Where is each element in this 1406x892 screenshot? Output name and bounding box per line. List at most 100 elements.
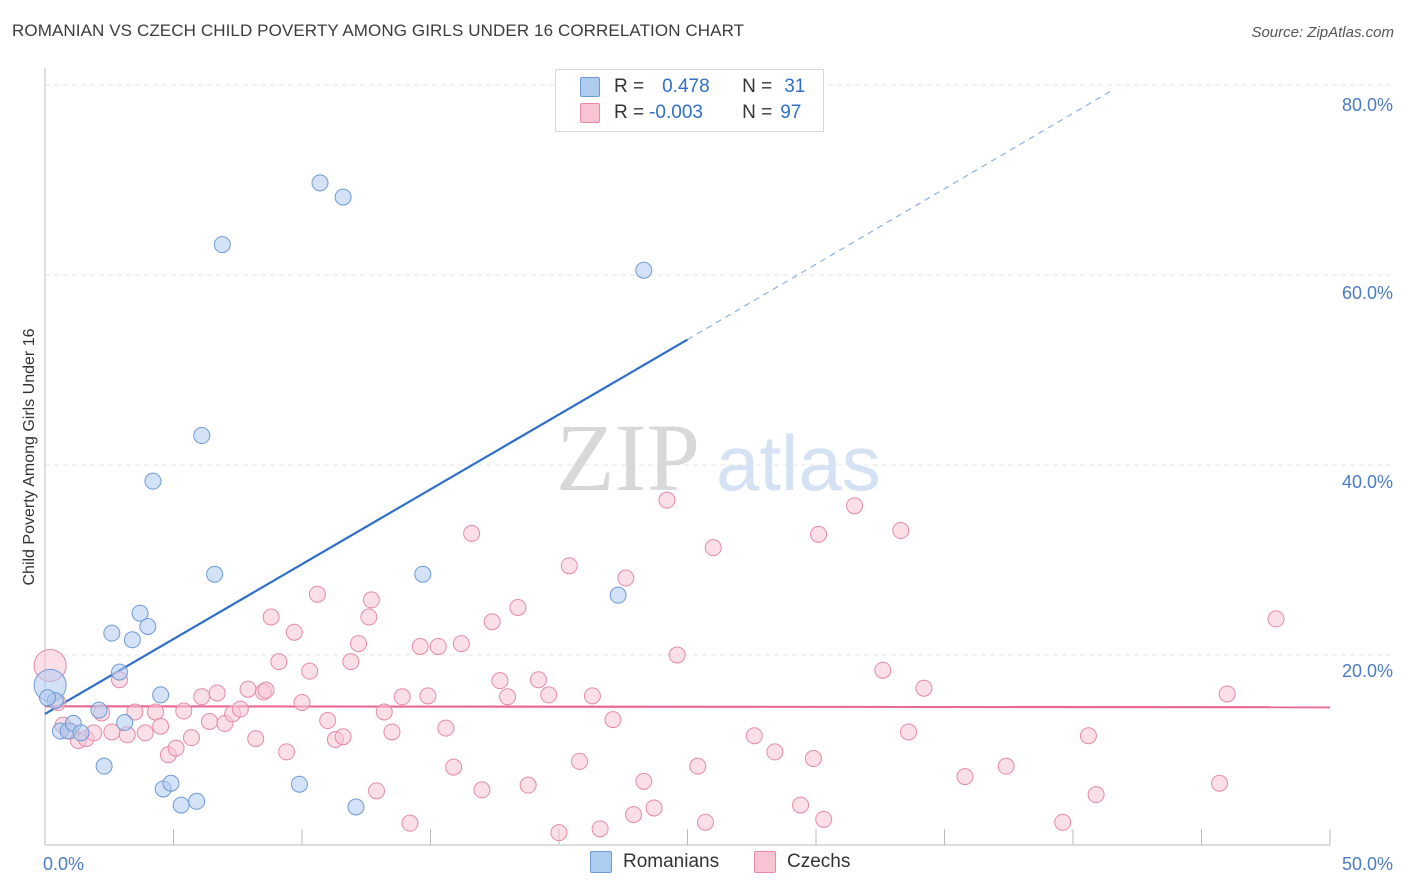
r-value: -0.003 [649,102,703,123]
point-czechs [792,796,810,814]
point-czechs [892,522,910,540]
point-czechs [463,524,481,542]
point-czechs [262,608,280,626]
scatter-points [33,174,1285,842]
n-value: 97 [780,102,802,123]
watermark-zip: ZIP [556,404,700,511]
y-tick-label: 60.0% [1342,283,1393,303]
point-czechs [617,569,635,587]
point-czechs [147,703,165,721]
point-czechs [319,712,337,730]
legend-label-romanians: Romanians [623,851,720,872]
point-czechs [766,743,784,761]
legend-row-romanians: R = 0.478 N = 31 [580,75,805,99]
point-czechs [419,687,437,705]
point-czechs [368,782,386,800]
point-czechs [401,814,419,832]
point-czechs [1054,813,1072,831]
point-romanians [131,604,149,622]
axes [44,68,1331,846]
point-czechs [360,608,378,626]
point-czechs [293,694,311,711]
point-czechs [499,688,517,706]
trend-extension-romanians [687,90,1112,341]
point-romanians [188,792,206,810]
point-romanians [162,774,180,792]
point-czechs [437,719,455,737]
point-czechs [383,723,401,741]
y-tick-label: 80.0% [1342,95,1393,115]
point-czechs [445,758,463,776]
point-czechs [491,672,509,690]
point-romanians [139,618,157,635]
point-czechs [278,743,296,761]
point-czechs [301,662,319,680]
point-romanians [334,188,352,206]
point-czechs [583,687,601,705]
point-czechs [689,757,707,775]
point-czechs [231,700,249,718]
point-romanians [213,236,231,254]
point-romanians [193,427,211,445]
point-romanians [172,796,190,814]
point-czechs [519,776,537,794]
point-czechs [645,799,663,817]
point-czechs [704,539,722,557]
tick-labels: 20.0% 40.0% 60.0% 80.0% 0.0% 50.0% [43,95,1393,874]
point-czechs [200,713,218,730]
r-label: R = [614,76,645,97]
legend-item-czechs[interactable]: Czechs [754,851,850,873]
legend-item-romanians[interactable]: Romanians [590,851,719,873]
point-czechs [483,613,501,631]
point-czechs [635,772,653,790]
point-romanians [290,775,308,793]
point-romanians [152,686,170,704]
point-czechs [350,635,368,653]
point-romanians [90,701,108,719]
point-czechs [270,653,288,671]
romanians-swatch [580,77,600,97]
point-czechs [473,781,491,799]
watermark-atlas: atlas [716,419,881,507]
point-czechs [529,671,547,689]
point-czechs [1267,610,1285,628]
series-legend: Romanians Czechs [0,851,1406,879]
point-czechs [152,717,170,735]
point-romanians [95,757,113,775]
point-romanians [123,631,141,649]
point-czechs [362,591,380,609]
point-czechs [509,599,527,616]
point-czechs [1079,727,1097,745]
point-czechs [540,686,558,704]
point-czechs [285,623,303,641]
point-czechs [1218,685,1236,703]
point-czechs [668,646,686,664]
point-czechs [308,585,326,603]
r-label: R = [614,102,645,123]
source-label: Source: ZipAtlas.com [1251,24,1394,41]
point-romanians [206,565,224,583]
r-value: 0.478 [662,76,710,97]
point-czechs [591,820,609,838]
y-tick-label: 20.0% [1342,661,1393,681]
point-romanians [72,724,90,742]
point-czechs [193,688,211,706]
trend-lines [44,90,1331,715]
point-czechs [604,711,622,729]
y-axis-label: Child Poverty Among Girls Under 16 [21,328,38,585]
point-czechs [136,724,154,742]
point-czechs [126,703,144,721]
point-romanians [103,624,121,642]
point-czechs [696,813,714,831]
n-label: N = [742,76,773,97]
point-czechs [550,824,568,842]
n-value: 31 [784,76,806,97]
point-czechs [167,739,185,757]
point-czechs [175,702,193,720]
romanians-swatch [590,851,612,873]
point-czechs [247,730,265,748]
point-romanians [144,472,162,490]
point-romanians [635,261,653,279]
point-romanians [347,798,365,816]
